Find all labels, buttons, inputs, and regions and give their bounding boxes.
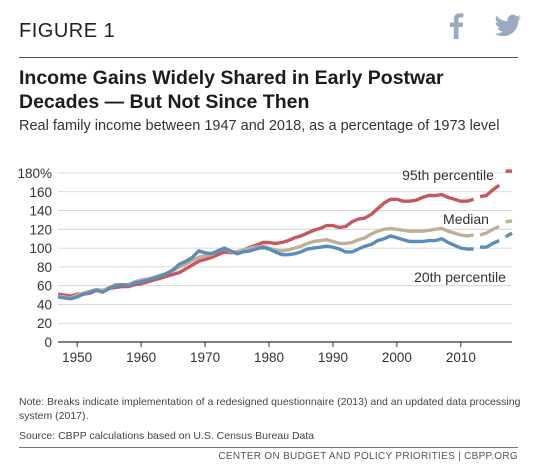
line-20th-percentile — [57, 234, 474, 301]
line-median — [479, 224, 500, 237]
figure-label: FIGURE 1 — [19, 20, 116, 42]
x-tick-label: 1960 — [126, 350, 156, 365]
twitter-icon — [494, 14, 521, 37]
y-tick-label: 100 — [29, 241, 52, 256]
x-tick-label: 1970 — [190, 350, 220, 365]
line-95th-percentile — [57, 192, 475, 298]
x-tick-label: 2000 — [382, 350, 412, 365]
y-tick-label: 40 — [37, 297, 52, 312]
line-20th-percentile — [480, 239, 500, 249]
x-tick-label: 1980 — [254, 350, 284, 365]
y-tick-label: 120 — [29, 222, 52, 237]
line-20th-percentile-2018 — [504, 231, 513, 239]
y-tick-label: 160 — [29, 185, 52, 200]
y-tick-label: 80 — [37, 260, 52, 275]
y-tick-label: 20 — [37, 316, 52, 331]
chart-source: Source: CBPP calculations based on U.S. … — [19, 430, 315, 442]
series-label: 20th percentile — [414, 269, 506, 285]
facebook-share-button[interactable] — [446, 12, 466, 45]
line-median-2018 — [505, 219, 513, 224]
x-tick-label: 1990 — [318, 350, 348, 365]
chart-title: Income Gains Widely Shared in Early Post… — [19, 67, 444, 113]
series-label: Median — [443, 211, 489, 227]
facebook-icon — [449, 13, 464, 39]
y-tick-label: 0 — [44, 335, 52, 350]
y-tick-label: 140 — [29, 204, 52, 219]
header-divider — [19, 57, 518, 58]
y-tick-label: 60 — [37, 279, 52, 294]
chart-note: Note: Breaks indicate implementation of … — [19, 396, 521, 422]
x-tick-label: 1950 — [62, 350, 92, 365]
x-tick-label: 2010 — [446, 350, 476, 365]
footer-credit: CENTER ON BUDGET AND POLICY PRIORITIES |… — [218, 451, 518, 462]
series-label: 95th percentile — [402, 167, 494, 183]
chart-subtitle: Real family income between 1947 and 2018… — [19, 118, 500, 134]
footer-divider — [19, 447, 518, 448]
line-chart: 0 20 40 60 80 100 120 140 160 180% 1950 1960 1970 198… — [17, 166, 513, 365]
line-95th-percentile — [479, 183, 501, 199]
y-tick-label: 180% — [17, 166, 52, 181]
twitter-share-button[interactable] — [494, 12, 522, 43]
